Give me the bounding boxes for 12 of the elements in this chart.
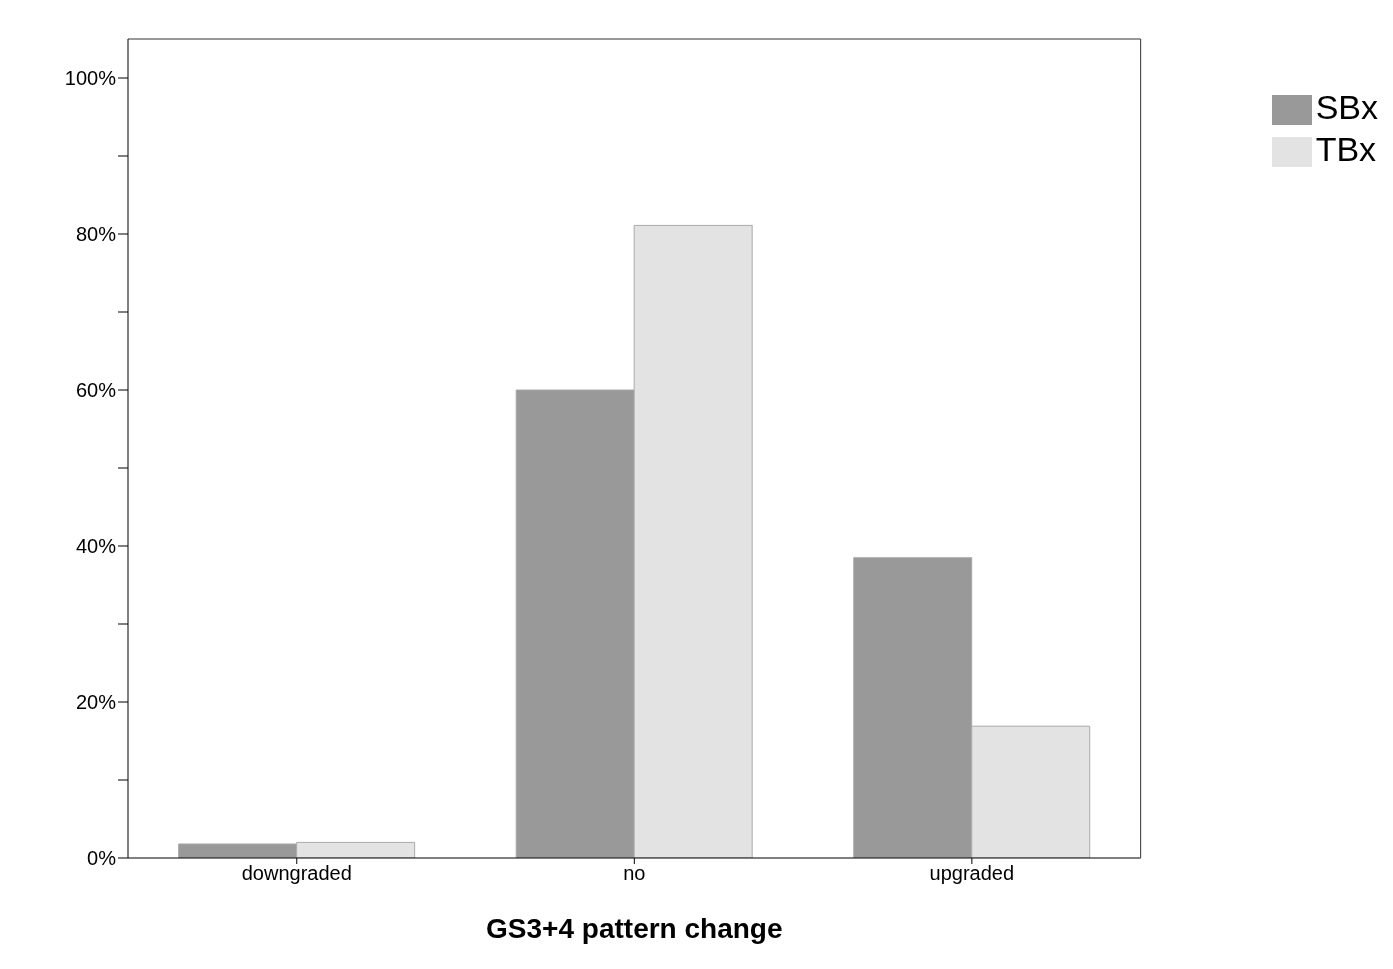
y-tick-label: 60% (75, 379, 117, 402)
y-tick-label: 40% (75, 535, 117, 558)
y-tick-label: 20% (75, 691, 117, 714)
y-tick-label: 100% (64, 67, 117, 90)
y-tick-label: 80% (75, 223, 117, 246)
y-tick-label: 0% (87, 847, 117, 870)
x-axis-title: GS3+4 pattern change (486, 913, 783, 944)
legend-label: TBx (1315, 130, 1377, 169)
x-tick-label: upgraded (929, 862, 1015, 885)
legend-label: SBx (1315, 88, 1378, 126)
x-tick-label: downgraded (241, 862, 352, 885)
x-tick-label: no (623, 862, 646, 885)
